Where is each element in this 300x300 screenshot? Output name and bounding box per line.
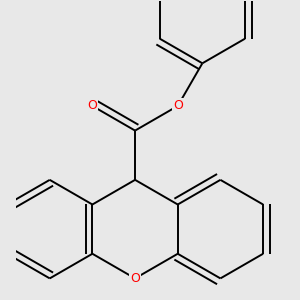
Text: O: O [173, 100, 183, 112]
Text: O: O [130, 272, 140, 285]
Text: O: O [88, 100, 97, 112]
